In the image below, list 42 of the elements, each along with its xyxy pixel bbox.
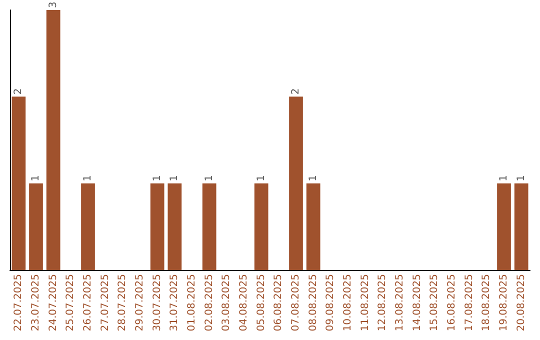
x-tick-label: 08.08.2025: [308, 274, 319, 332]
x-tick-label: 12.08.2025: [377, 274, 388, 332]
x-tick-label: 20.08.2025: [516, 274, 527, 332]
data-label: 1: [82, 174, 94, 182]
x-tick-label: 30.07.2025: [152, 274, 163, 332]
data-label: 1: [169, 174, 180, 182]
data-label: 1: [498, 174, 510, 182]
x-tick-label: 01.08.2025: [186, 274, 198, 332]
x-tick-label: 05.08.2025: [256, 274, 267, 332]
x-tick-label: 03.08.2025: [221, 274, 232, 332]
data-label: 1: [308, 174, 319, 182]
x-tick-label: 13.08.2025: [394, 274, 406, 332]
x-tick-label: 17.08.2025: [464, 274, 475, 332]
x-tick-label: 29.07.2025: [134, 274, 146, 332]
x-tick-label: 28.07.2025: [117, 274, 128, 332]
data-label: 1: [30, 174, 42, 182]
x-tick-label: 22.07.2025: [13, 274, 24, 332]
x-tick-label: 31.07.2025: [169, 274, 180, 332]
x-tick-label: 16.08.2025: [446, 274, 458, 332]
x-tick-label: 25.07.2025: [65, 274, 76, 332]
x-tick-label: 07.08.2025: [290, 274, 302, 332]
x-tick-label: 18.08.2025: [481, 274, 492, 332]
x-tick-label: 04.08.2025: [238, 274, 250, 332]
x-tick-label: 27.07.2025: [100, 274, 111, 332]
x-tick-label: 15.08.2025: [429, 274, 440, 332]
x-tick-label: 10.08.2025: [342, 274, 354, 332]
x-tick-label: 26.07.2025: [82, 274, 94, 332]
x-tick-label: 14.08.2025: [412, 274, 423, 332]
x-tick-label: 24.07.2025: [48, 274, 59, 332]
x-tick-label: 06.08.2025: [273, 274, 284, 332]
x-tick-label: 09.08.2025: [325, 274, 336, 332]
data-label: 3: [48, 2, 59, 8]
x-tick-label: 11.08.2025: [360, 274, 371, 332]
data-label: 2: [13, 88, 24, 95]
data-label: 1: [152, 174, 163, 182]
x-tick-label: 02.08.2025: [204, 274, 215, 332]
data-label: 1: [204, 174, 215, 182]
x-tick-label: 23.07.2025: [30, 274, 42, 332]
data-label: 1: [516, 174, 527, 182]
x-tick-label: 19.08.2025: [498, 274, 510, 332]
data-label: 1: [256, 174, 267, 182]
data-label: 2: [290, 88, 302, 95]
